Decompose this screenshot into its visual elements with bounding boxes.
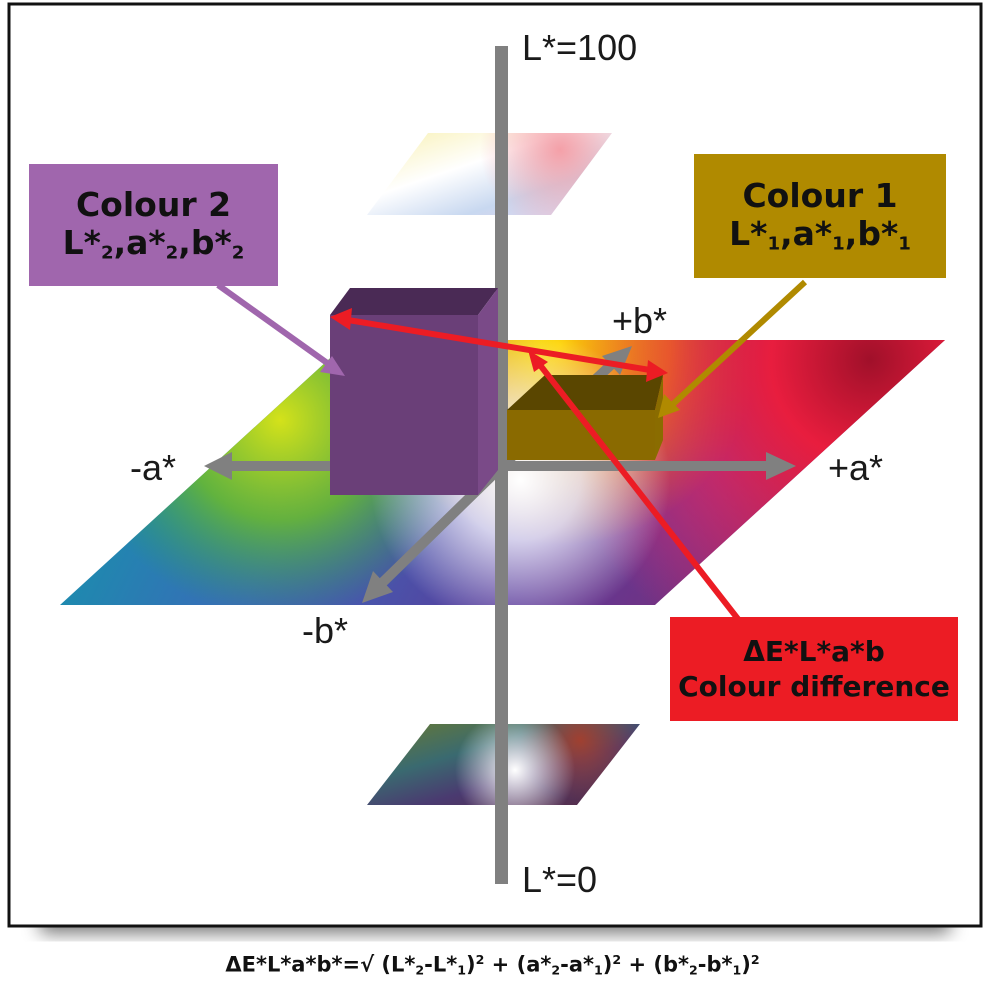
colour-difference-text: Colour difference <box>678 670 950 703</box>
delta-e-formula: ΔE*L*a*b*=√ (L*2-L*1)2 + (a*2-a*1)2 + (b… <box>225 952 760 978</box>
colour2-pointer <box>216 282 345 376</box>
colour-difference-label-box: ΔE*L*a*b Colour difference <box>670 617 958 721</box>
l-axis-bottom-label: L*=0 <box>522 859 598 900</box>
colour2-coords: L*2,a*2,b*2 <box>62 222 245 264</box>
l-axis-top-label: L*=100 <box>522 27 638 68</box>
colour1-box <box>507 375 663 460</box>
difference-arrows <box>330 308 748 630</box>
neg-b-label: -b* <box>302 610 349 651</box>
top-plane <box>367 133 612 215</box>
neg-a-label: -a* <box>130 447 177 488</box>
colour1-label-box: Colour 1 L*1,a*1,b*1 <box>694 154 946 278</box>
colour2-title: Colour 2 <box>75 184 232 224</box>
colour1-title: Colour 1 <box>742 175 898 215</box>
colour1-pointer <box>658 279 808 418</box>
colour2-label-box: Colour 2 L*2,a*2,b*2 <box>29 164 278 286</box>
colour2-box <box>330 288 498 495</box>
delta-e-label: ΔE*L*a*b <box>743 635 885 668</box>
pos-a-label: +a* <box>828 447 884 488</box>
colour1-coords: L*1,a*1,b*1 <box>729 213 911 255</box>
pos-b-label: +b* <box>612 300 668 341</box>
